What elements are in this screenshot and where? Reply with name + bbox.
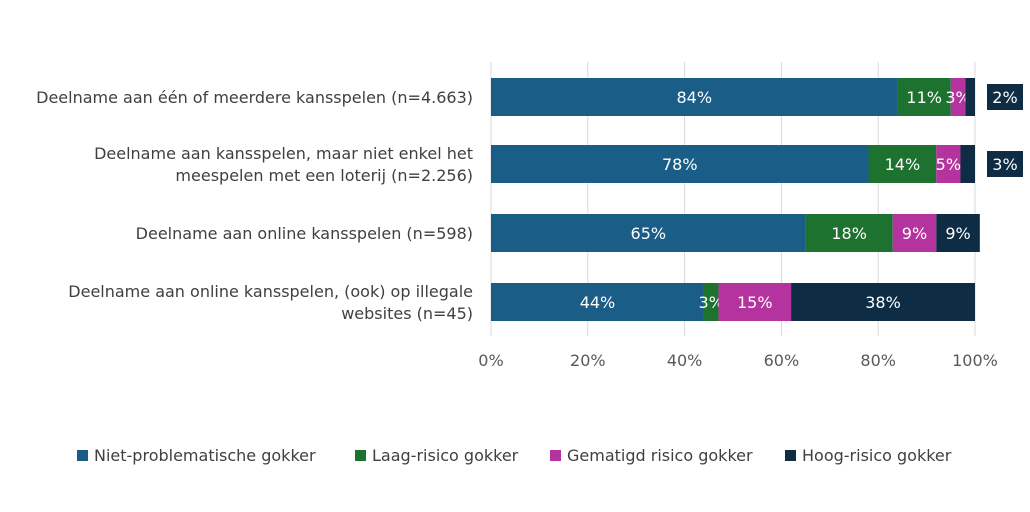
legend-swatch-2 bbox=[550, 450, 561, 461]
bar-1-series-0 bbox=[491, 145, 869, 183]
data-label-3-series-0: 44% bbox=[580, 293, 616, 312]
bar-1-series-1 bbox=[868, 145, 937, 183]
data-label-2-series-1: 18% bbox=[831, 224, 867, 243]
data-label-1-series-3: 3% bbox=[992, 155, 1017, 174]
bar-2-series-3 bbox=[936, 214, 980, 252]
bar-3-series-0 bbox=[491, 283, 704, 321]
data-label-2-series-2: 9% bbox=[902, 224, 927, 243]
data-label-0-series-1: 11% bbox=[906, 88, 942, 107]
legend-swatch-1 bbox=[355, 450, 366, 461]
bar-3-series-3 bbox=[791, 283, 975, 321]
legend-label-1: Laag-risico gokker bbox=[372, 446, 519, 465]
bar-2-series-0 bbox=[491, 214, 806, 252]
category-label-2: Deelname aan online kansspelen (n=598) bbox=[136, 224, 473, 243]
data-label-1-series-0: 78% bbox=[662, 155, 698, 174]
data-label-3-series-1: 3% bbox=[699, 293, 724, 312]
x-tick-label-2: 40% bbox=[667, 351, 703, 370]
category-label-1-line-0: Deelname aan kansspelen, maar niet enkel… bbox=[94, 144, 473, 163]
bar-0-series-2 bbox=[950, 78, 966, 116]
x-tick-label-1: 20% bbox=[570, 351, 606, 370]
category-label-3-line-0: Deelname aan online kansspelen, (ook) op… bbox=[68, 282, 473, 301]
legend-label-0: Niet-problematische gokker bbox=[94, 446, 316, 465]
data-label-box-1-series-3 bbox=[987, 151, 1023, 177]
bar-3-series-2 bbox=[718, 283, 792, 321]
category-label-1-line-1: meespelen met een loterij (n=2.256) bbox=[175, 166, 473, 185]
data-label-1-series-1: 14% bbox=[885, 155, 921, 174]
data-label-1-series-2: 5% bbox=[936, 155, 961, 174]
bar-0-series-3 bbox=[965, 78, 975, 116]
x-tick-label-0: 0% bbox=[478, 351, 503, 370]
data-label-2-series-3: 9% bbox=[945, 224, 970, 243]
bar-0-series-1 bbox=[897, 78, 951, 116]
x-tick-label-5: 100% bbox=[952, 351, 998, 370]
x-tick-label-3: 60% bbox=[764, 351, 800, 370]
bar-1-series-3 bbox=[960, 145, 975, 183]
category-label-3-line-1: websites (n=45) bbox=[341, 304, 473, 323]
x-tick-labels: 0% 20% 40% 60% 80% 100% bbox=[478, 351, 998, 370]
data-label-3-series-3: 38% bbox=[865, 293, 901, 312]
data-label-0-series-0: 84% bbox=[676, 88, 712, 107]
data-label-0-series-2: 3% bbox=[945, 88, 970, 107]
bar-0-series-0 bbox=[491, 78, 898, 116]
legend-swatch-0 bbox=[77, 450, 88, 461]
bars: 84% 11% 3% 2%78% 14% 5% 3%65% 18% 9% 9%44% 3% 15% 38… bbox=[491, 78, 1023, 321]
category-label-0: Deelname aan één of meerdere kansspelen … bbox=[36, 88, 473, 107]
data-label-2-series-0: 65% bbox=[631, 224, 667, 243]
bar-2-series-2 bbox=[892, 214, 937, 252]
legend-swatch-3 bbox=[785, 450, 796, 461]
x-tick-label-4: 80% bbox=[860, 351, 896, 370]
legend: Niet-problematische gokker Laag-risico go… bbox=[77, 446, 952, 465]
category-labels: Deelname aan één of meerdere kansspelen … bbox=[36, 88, 473, 323]
bar-3-series-1 bbox=[703, 283, 719, 321]
data-label-3-series-2: 15% bbox=[737, 293, 773, 312]
bar-1-series-2 bbox=[936, 145, 961, 183]
data-label-0-series-3: 2% bbox=[992, 88, 1017, 107]
legend-label-3: Hoog-risico gokker bbox=[802, 446, 952, 465]
bar-2-series-1 bbox=[805, 214, 893, 252]
legend-label-2: Gematigd risico gokker bbox=[567, 446, 753, 465]
data-label-box-0-series-3 bbox=[987, 84, 1023, 110]
